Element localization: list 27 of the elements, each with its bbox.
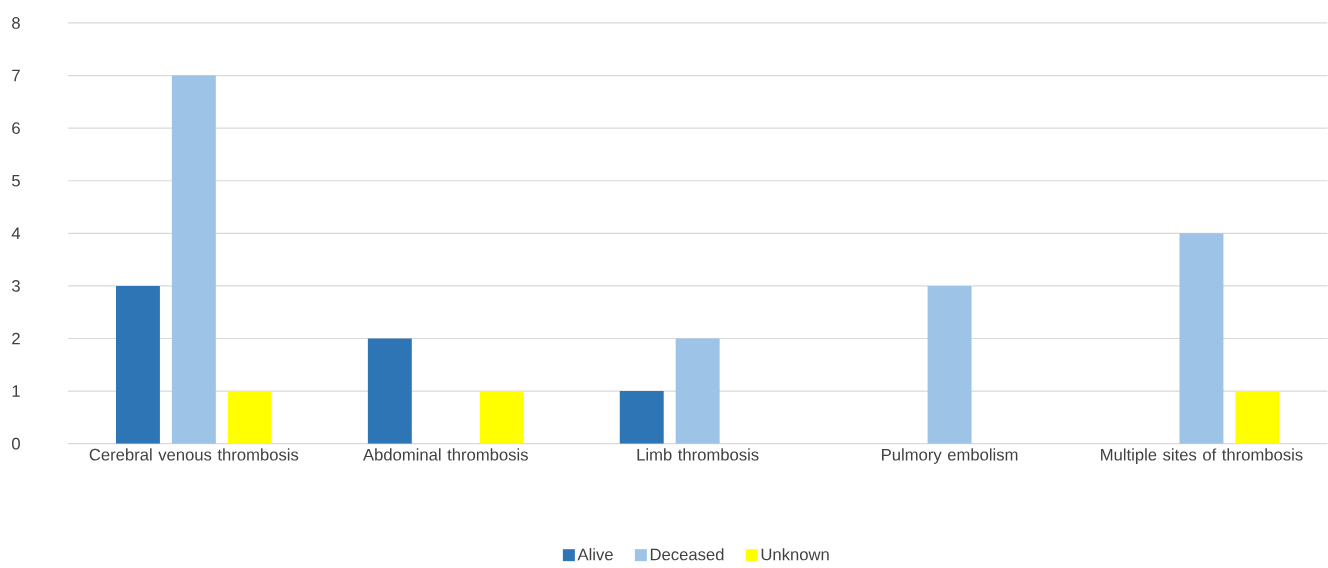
bar xyxy=(619,391,664,444)
y-tick-label: 8 xyxy=(12,17,20,30)
bar xyxy=(227,391,272,444)
bar xyxy=(1235,391,1280,444)
x-tick-label: Abdominal thrombosis xyxy=(363,448,528,461)
y-tick-label: 6 xyxy=(12,122,20,135)
y-tick-label: 1 xyxy=(12,385,20,398)
y-tick-label: 0 xyxy=(12,438,20,450)
x-tick-label: Multiple sites of thrombosis xyxy=(1101,448,1303,465)
bar xyxy=(367,338,412,444)
legend-label: Deceased xyxy=(650,548,724,561)
bar xyxy=(1179,233,1224,444)
y-tick-label: 3 xyxy=(11,280,20,293)
y-tick-label: 5 xyxy=(12,175,20,187)
legend-label: Unknown xyxy=(761,548,829,561)
y-tick-label: 2 xyxy=(12,332,20,345)
bar xyxy=(927,286,972,444)
bar xyxy=(115,286,160,444)
x-tick-label: Limb thrombosis xyxy=(637,448,759,461)
bar xyxy=(171,75,216,444)
y-tick-label: 4 xyxy=(11,227,21,240)
bar xyxy=(479,391,524,444)
y-tick-label: 7 xyxy=(12,70,20,82)
legend-label: Alive xyxy=(577,548,613,561)
bar xyxy=(675,338,720,444)
x-tick-label: Pulmory embolism xyxy=(882,448,1018,465)
x-tick-label: Cerebral venous thrombosis xyxy=(89,448,299,461)
